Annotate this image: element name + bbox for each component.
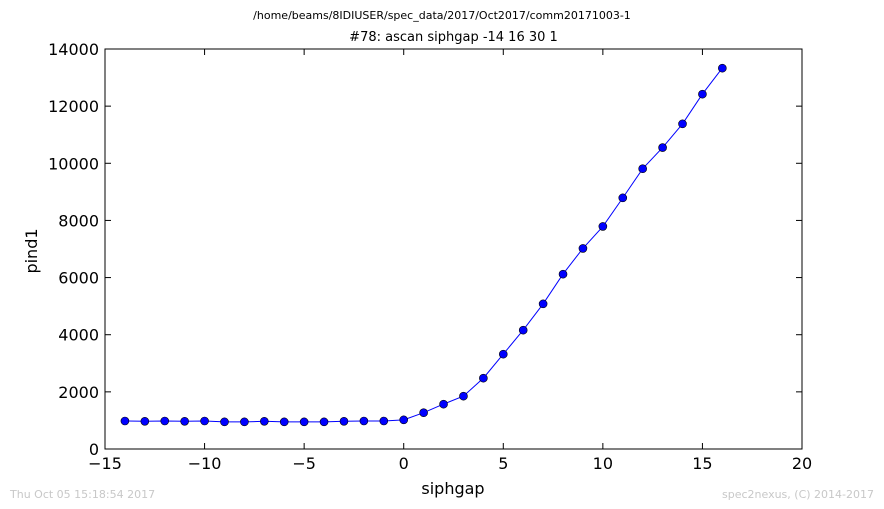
data-point (419, 408, 428, 418)
data-point (538, 299, 548, 309)
footer-timestamp: Thu Oct 05 15:18:54 2017 (10, 488, 156, 501)
data-point (498, 349, 508, 359)
data-point (698, 89, 707, 99)
data-point (678, 119, 687, 129)
y-axis-label: pind1 (22, 228, 41, 273)
data-point (658, 143, 667, 152)
data-point (479, 373, 488, 383)
data-point (459, 391, 468, 401)
data-point (140, 416, 150, 426)
data-point (339, 416, 349, 426)
data-point (120, 416, 130, 426)
data-point (160, 416, 170, 426)
y-tick-label: 2000 (58, 383, 99, 402)
data-point (718, 63, 727, 73)
data-point (260, 416, 269, 426)
footer-credit: spec2nexus, (C) 2014-2017 (722, 488, 874, 501)
data-point (180, 416, 189, 426)
plot-area-frame (104, 48, 803, 450)
x-axis: −15 −10 −5 0 5 10 15 20 (88, 49, 812, 473)
data-point (220, 417, 229, 427)
x-tick-label: 5 (498, 454, 508, 473)
y-tick-label: 14000 (48, 40, 99, 59)
x-axis-label: siphgap (421, 479, 484, 498)
y-tick-label: 12000 (48, 97, 99, 116)
y-tick-label: 8000 (58, 211, 99, 230)
data-point (279, 417, 289, 427)
x-tick-label: −10 (188, 454, 222, 473)
y-tick-label: 10000 (48, 154, 99, 173)
data-point (518, 325, 528, 335)
data-point (638, 164, 647, 174)
data-point (379, 416, 389, 426)
data-point (439, 399, 448, 409)
y-tick-label: 0 (89, 440, 99, 459)
data-point (399, 415, 409, 425)
y-axis: 0 2000 4000 6000 8000 10000 12000 14000 (48, 40, 802, 459)
data-point (359, 416, 369, 426)
x-tick-label: 10 (593, 454, 613, 473)
x-tick-label: −5 (292, 454, 316, 473)
data-point (598, 222, 608, 231)
data-point (618, 193, 628, 203)
x-tick-label: 15 (692, 454, 712, 473)
y-tick-label: 4000 (58, 326, 99, 345)
data-point (200, 416, 209, 426)
data-file-path: /home/beams/8IDIUSER/spec_data/2017/Oct2… (253, 9, 631, 22)
x-tick-label: 0 (399, 454, 409, 473)
data-point (578, 244, 588, 253)
data-point (240, 417, 249, 427)
x-tick-label: 20 (792, 454, 812, 473)
data-point (558, 269, 568, 279)
data-point (299, 417, 309, 427)
x-tick-label: −15 (88, 454, 122, 473)
chart-title: #78: ascan siphgap -14 16 30 1 (349, 30, 558, 45)
data-point (319, 417, 329, 427)
series-group (120, 63, 727, 427)
y-tick-label: 6000 (58, 269, 99, 288)
series-line (124, 67, 723, 423)
